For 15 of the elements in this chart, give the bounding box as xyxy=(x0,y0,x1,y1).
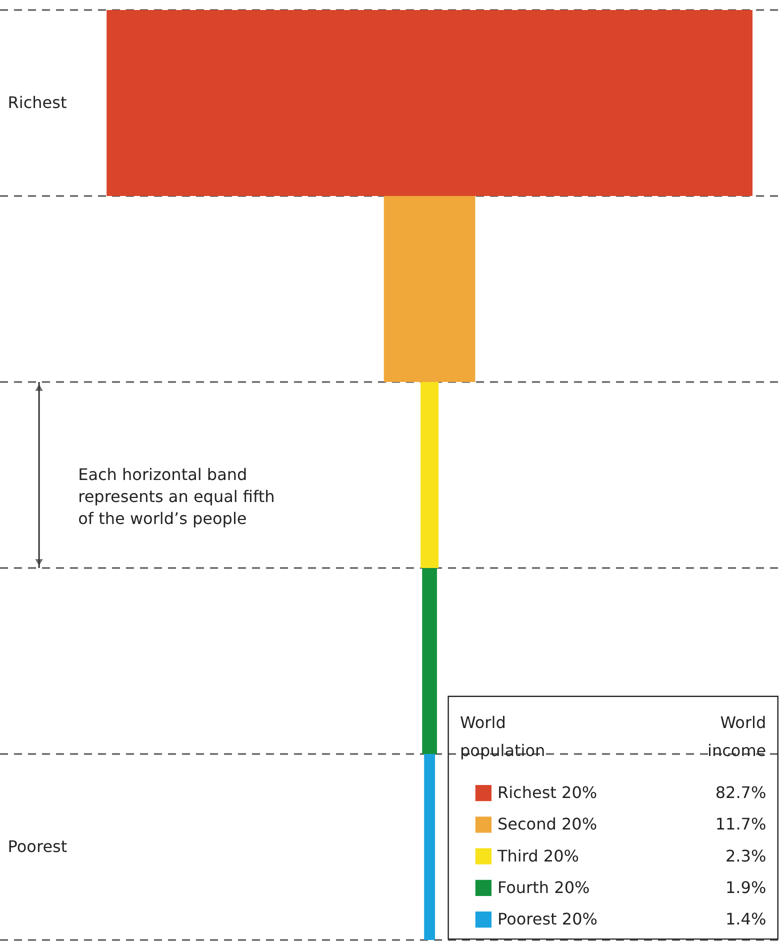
category-label: Third 20% xyxy=(496,846,579,866)
category-label: Second 20% xyxy=(497,814,598,834)
category-label: Richest 20% xyxy=(497,783,598,802)
text: Each horizontal band represents an equal fifth of the world’s people xyxy=(78,465,275,528)
data-label: 2.3% xyxy=(726,846,766,866)
text: Richest xyxy=(8,93,67,112)
category-label: Poorest 20% xyxy=(497,910,598,929)
data-label: 11.7% xyxy=(715,814,766,834)
data-label: 1.4% xyxy=(726,910,766,929)
data-label: 82.7% xyxy=(715,783,766,802)
category-label: Fourth 20% xyxy=(497,878,590,897)
data-label: 1.9% xyxy=(726,878,766,897)
text: Poorest xyxy=(8,837,68,856)
text: World income xyxy=(708,712,766,760)
legend-title: World population xyxy=(460,712,546,760)
